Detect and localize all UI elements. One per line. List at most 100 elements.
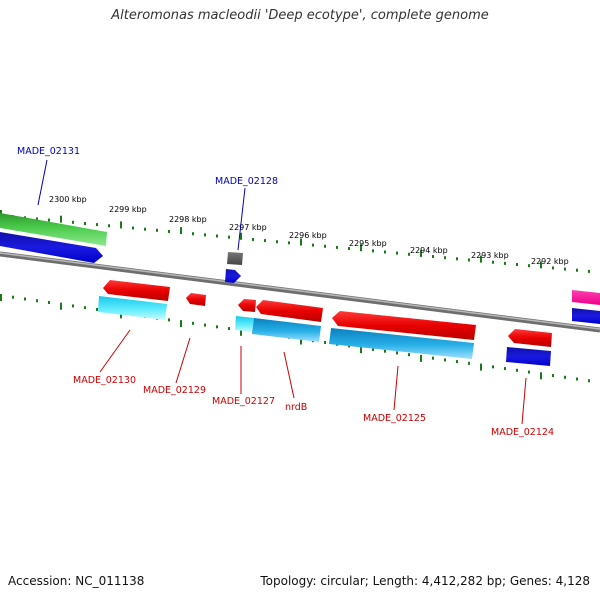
ruler-minor-tick	[432, 255, 434, 259]
ruler-minor-tick	[276, 240, 278, 244]
feature-gray-small[interactable]	[227, 252, 243, 265]
ruler-minor-tick	[516, 263, 518, 267]
ruler-major-tick	[540, 261, 542, 269]
ruler-minor-tick	[552, 266, 554, 270]
gene-label-made-02129[interactable]: MADE_02129	[143, 385, 206, 396]
ruler-minor-tick	[204, 323, 206, 327]
ruler-minor-tick	[408, 252, 410, 256]
cds-nrdb[interactable]	[256, 300, 323, 322]
map-title: Alteromonas macleodii 'Deep ecotype', co…	[111, 8, 489, 23]
ruler-minor-tick	[432, 356, 434, 360]
cds-made-02127[interactable]	[238, 299, 256, 312]
ruler-label: 2299 kbp	[109, 205, 147, 214]
ruler-minor-tick	[324, 244, 326, 248]
ruler-minor-tick	[516, 368, 518, 372]
ruler-minor-tick	[492, 260, 494, 264]
ruler-minor-tick	[468, 258, 470, 262]
ruler-minor-tick	[444, 358, 446, 362]
ruler-minor-tick	[84, 221, 86, 225]
rna-made-02127[interactable]	[235, 316, 254, 332]
ruler-minor-tick	[168, 229, 170, 233]
ruler-minor-tick	[108, 224, 110, 228]
ruler-major-tick	[60, 302, 62, 310]
ruler-minor-tick	[96, 223, 98, 227]
ruler-minor-tick	[84, 306, 86, 310]
ruler-major-tick	[0, 294, 2, 301]
ruler-minor-tick	[576, 377, 578, 381]
leader-line	[521, 377, 527, 425]
ruler-minor-tick	[228, 327, 230, 331]
ruler-major-tick	[120, 221, 122, 229]
genome-backbone	[0, 251, 600, 333]
rna-made-02130[interactable]	[98, 296, 167, 320]
cds-made-02130[interactable]	[103, 280, 170, 301]
ruler-minor-tick	[48, 300, 50, 304]
gene-labels: MADE_02131 MADE_02128 MADE_02130 MADE_02…	[17, 146, 554, 438]
gene-label-nrdb[interactable]: nrdB	[285, 402, 307, 413]
ruler-minor-tick	[348, 247, 350, 251]
rna-feature-green[interactable]	[0, 213, 107, 246]
ruler-label: 2295 kbp	[349, 239, 387, 248]
ruler-major-tick	[300, 337, 302, 345]
cds-made-02129[interactable]	[186, 293, 206, 306]
gene-label-made-02128[interactable]: MADE_02128	[215, 176, 278, 187]
ruler-minor-tick	[228, 235, 230, 239]
ruler-minor-tick	[204, 233, 206, 237]
ruler-minor-tick	[456, 257, 458, 261]
ruler-minor-tick	[588, 269, 590, 273]
ruler-minor-tick	[324, 340, 326, 344]
ruler-minor-tick	[384, 250, 386, 254]
ruler-minor-tick	[192, 232, 194, 236]
ruler-major-tick	[240, 328, 242, 336]
ruler-minor-tick	[36, 217, 38, 221]
cds-made-02125[interactable]	[332, 311, 476, 340]
cds-blue-made-02124[interactable]	[506, 347, 551, 366]
label-leader-lines	[37, 159, 527, 425]
feature-pink-edge[interactable]	[572, 290, 600, 305]
ruler-minor-tick	[156, 228, 158, 232]
cds-made-02124[interactable]	[508, 329, 552, 347]
leader-line	[283, 351, 295, 399]
gene-label-made-02130[interactable]: MADE_02130	[73, 375, 136, 386]
ruler-minor-tick	[372, 249, 374, 253]
cds-made-02128[interactable]	[225, 269, 241, 283]
gene-label-made-02124[interactable]: MADE_02124	[491, 427, 554, 438]
ruler-label: 2296 kbp	[289, 231, 327, 240]
ruler-label: 2293 kbp	[471, 251, 509, 260]
ruler-minor-tick	[492, 365, 494, 369]
rna-nrdb[interactable]	[252, 318, 321, 342]
rna-made-02125[interactable]	[329, 328, 474, 359]
ruler-major-tick	[480, 255, 482, 263]
ruler-major-tick	[420, 249, 422, 257]
ruler-minor-tick	[372, 347, 374, 351]
ruler-minor-tick	[408, 353, 410, 357]
ruler-minor-tick	[72, 304, 74, 308]
ruler-minor-tick	[504, 367, 506, 371]
ruler-minor-tick	[396, 351, 398, 355]
ruler-major-tick	[180, 320, 182, 328]
gene-label-made-02127[interactable]: MADE_02127	[212, 396, 275, 407]
ruler-major-tick	[180, 227, 182, 235]
ruler-minor-tick	[168, 318, 170, 322]
ruler-minor-tick	[444, 256, 446, 260]
ruler-minor-tick	[144, 227, 146, 231]
ruler-major-tick	[360, 244, 362, 252]
ruler-minor-tick	[468, 361, 470, 365]
ruler-minor-tick	[36, 299, 38, 303]
leader-line	[37, 159, 48, 206]
ruler-minor-tick	[576, 268, 578, 272]
ruler-label: 2292 kbp	[531, 257, 569, 266]
upper-ruler-track	[0, 210, 590, 273]
cds-made-02131[interactable]	[0, 232, 103, 263]
ruler-major-tick	[60, 215, 62, 223]
cds-blue-edge[interactable]	[572, 308, 600, 324]
ruler-label: 2298 kbp	[169, 215, 207, 224]
ruler-minor-tick	[216, 234, 218, 238]
ruler-minor-tick	[564, 267, 566, 271]
ruler-minor-tick	[528, 264, 530, 268]
leader-line	[175, 337, 191, 384]
gene-label-made-02125[interactable]: MADE_02125	[363, 413, 426, 424]
forward-strand-features	[0, 213, 600, 324]
gene-label-made-02131[interactable]: MADE_02131	[17, 146, 80, 157]
